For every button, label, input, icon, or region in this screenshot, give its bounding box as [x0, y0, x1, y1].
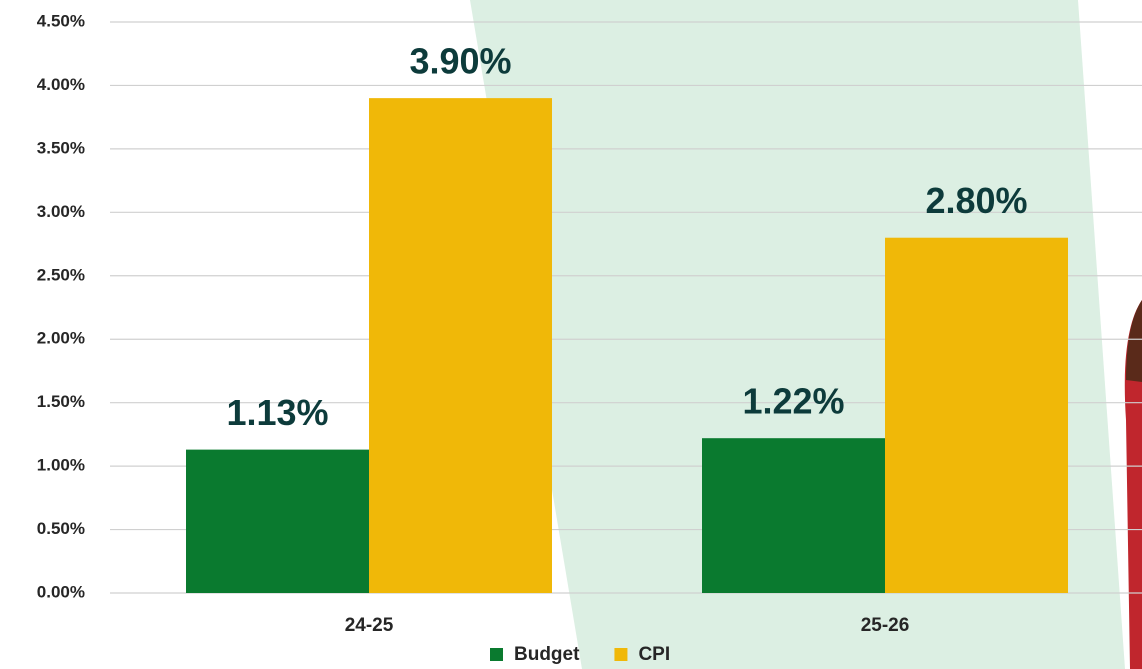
bar — [186, 450, 369, 593]
y-tick-label: 3.50% — [37, 138, 85, 157]
y-tick-label: 4.00% — [37, 75, 85, 94]
value-label: 1.13% — [226, 392, 328, 433]
bar — [885, 238, 1068, 593]
x-tick-label: 24-25 — [345, 615, 394, 636]
y-tick-label: 0.50% — [37, 519, 85, 538]
legend-swatch — [614, 648, 627, 661]
x-tick-label: 25-26 — [861, 615, 910, 636]
value-label: 2.80% — [925, 180, 1027, 221]
value-label: 1.22% — [742, 381, 844, 422]
y-tick-label: 3.00% — [37, 202, 85, 221]
legend-label: Budget — [514, 644, 580, 665]
y-tick-label: 1.50% — [37, 392, 85, 411]
y-tick-label: 2.00% — [37, 329, 85, 348]
y-tick-label: 0.00% — [37, 582, 85, 601]
legend-label: CPI — [638, 644, 670, 665]
bar — [369, 98, 552, 593]
y-tick-label: 1.00% — [37, 456, 85, 475]
y-tick-label: 4.50% — [37, 11, 85, 30]
y-tick-label: 2.50% — [37, 265, 85, 284]
chart: 0.00% 0.50% 1.00% 1.50% 2.00% 2.50% 3.00% 3.50%… — [0, 0, 1142, 669]
bar — [702, 438, 885, 593]
legend-swatch — [490, 648, 503, 661]
value-label: 3.90% — [409, 41, 511, 82]
